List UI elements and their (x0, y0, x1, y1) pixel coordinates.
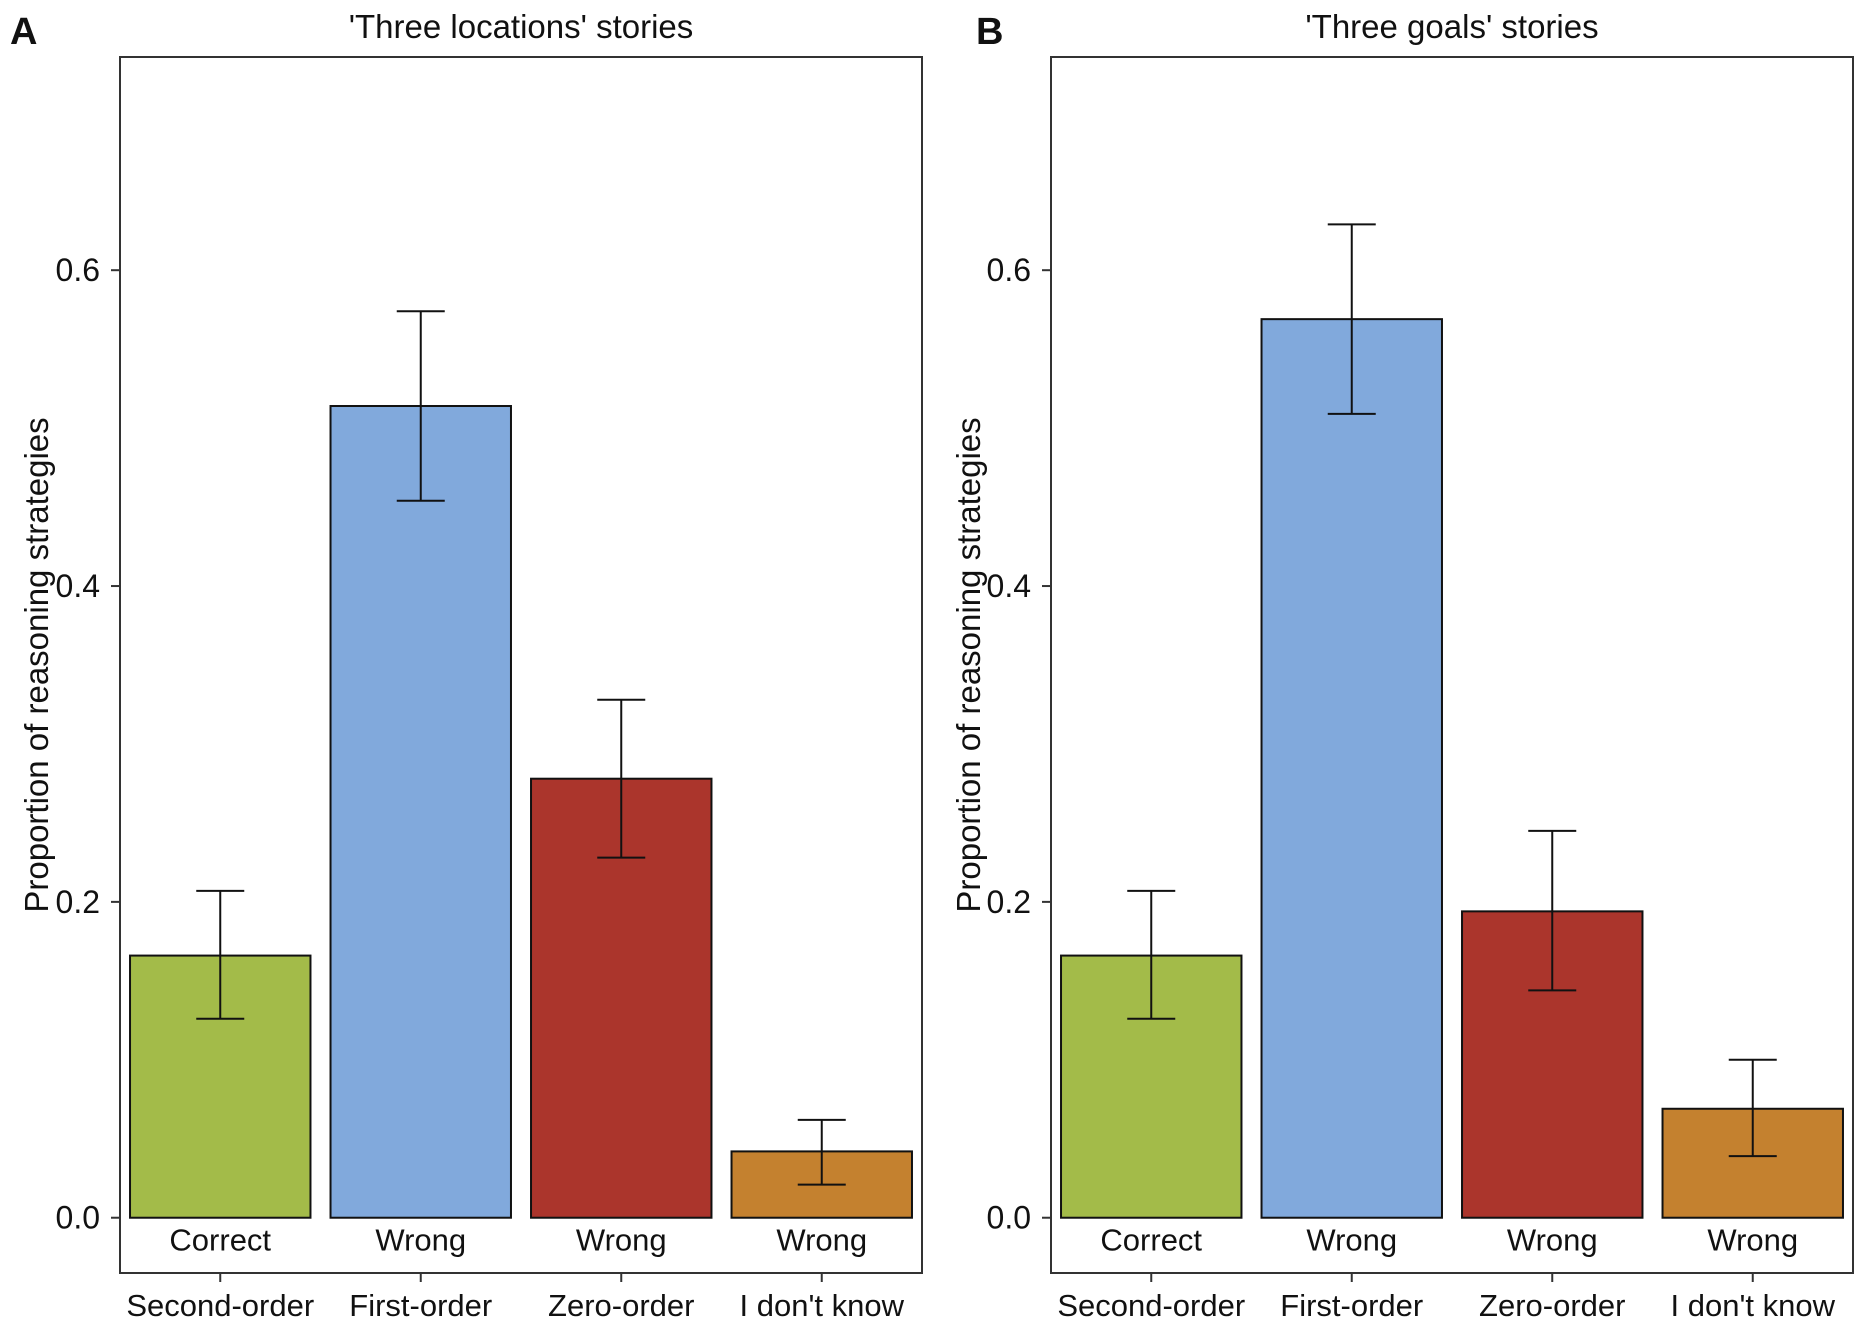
y-tick-label: 0.4 (56, 568, 100, 604)
x-tick-label: Zero-order (548, 1288, 694, 1320)
y-tick-label: 0.4 (987, 568, 1031, 604)
bar-correctness-label: Wrong (576, 1223, 667, 1258)
y-tick-label: 0.6 (987, 252, 1031, 288)
panel-b: B 'Three goals' stories Proportion of reas… (950, 8, 1854, 1320)
x-tick-label: I don't know (740, 1288, 905, 1320)
bar (1260, 318, 1443, 1219)
bar-correctness-label: Correct (169, 1223, 271, 1258)
chart-title: 'Three locations' stories (349, 8, 694, 45)
bar-correctness-label: Correct (1100, 1223, 1202, 1258)
x-tick-label: Second-order (1057, 1288, 1245, 1320)
bar-correctness-label: Wrong (375, 1223, 466, 1258)
plot-frame (119, 56, 923, 1274)
bar-correctness-label: Wrong (776, 1223, 867, 1258)
panel-letter: A (10, 11, 37, 53)
y-axis-label: Proportion of reasoning strategies (950, 417, 987, 912)
y-tick-label: 0.0 (987, 1200, 1031, 1236)
x-tick-label: I don't know (1671, 1288, 1836, 1320)
bar (329, 405, 512, 1219)
y-tick-label: 0.2 (56, 884, 100, 920)
y-tick-label: 0.0 (56, 1200, 100, 1236)
y-tick-label: 0.6 (56, 252, 100, 288)
x-tick-label: First-order (349, 1288, 492, 1320)
chart-title: 'Three goals' stories (1305, 8, 1598, 45)
y-axis-label: Proportion of reasoning strategies (18, 417, 55, 912)
panel-a: A 'Three locations' stories Proportion of … (10, 8, 923, 1320)
plot-frame (1050, 56, 1854, 1274)
bar-correctness-label: Wrong (1306, 1223, 1397, 1258)
x-tick-label: First-order (1280, 1288, 1423, 1320)
x-tick-label: Zero-order (1479, 1288, 1625, 1320)
bar-correctness-label: Wrong (1707, 1223, 1798, 1258)
y-tick-label: 0.2 (987, 884, 1031, 920)
bar-correctness-label: Wrong (1507, 1223, 1598, 1258)
panel-letter: B (976, 11, 1003, 53)
x-tick-label: Second-order (126, 1288, 314, 1320)
